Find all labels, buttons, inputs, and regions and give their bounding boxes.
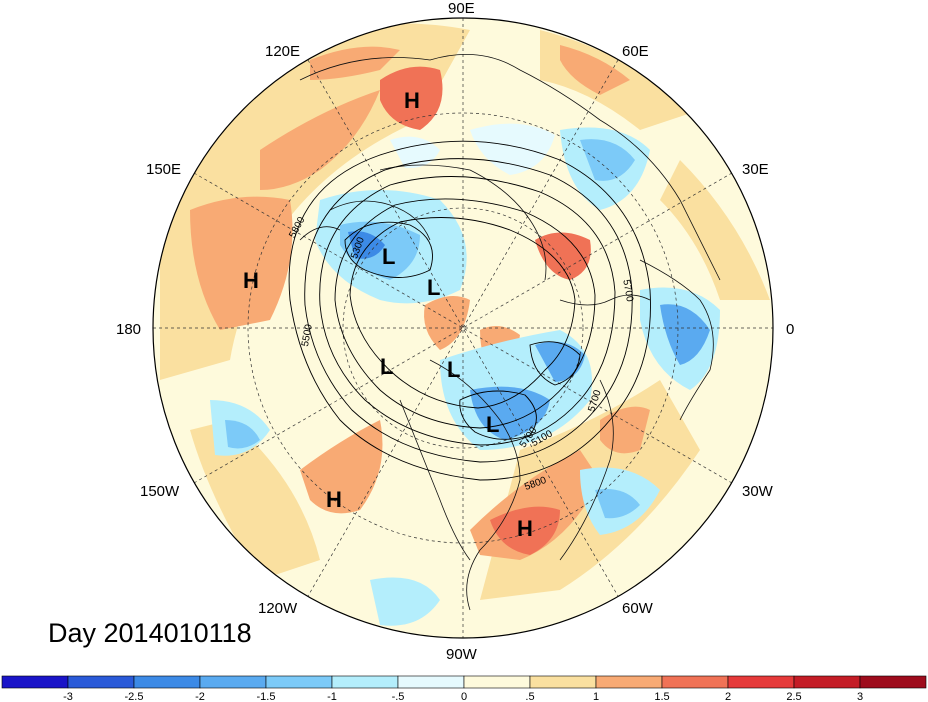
colorbar-swatch bbox=[595, 675, 663, 689]
colorbar-tick-label: -.5 bbox=[392, 691, 405, 702]
colorbar-tick-label: -1.5 bbox=[257, 691, 276, 702]
lon-label-90e: 90E bbox=[448, 0, 475, 17]
colorbar-swatch bbox=[463, 675, 531, 689]
colorbar: -3 -2.5 -2 -1.5 -1 -.5 0 .5 1 1.5 2 2.5 3 bbox=[1, 675, 927, 702]
low-center-marker: L bbox=[427, 275, 440, 300]
anomaly-field bbox=[153, 18, 773, 638]
contour-label: 5700 bbox=[620, 279, 635, 303]
colorbar-tick-labels: -3 -2.5 -2 -1.5 -1 -.5 0 .5 1 1.5 2 2.5 3 bbox=[63, 691, 863, 702]
contour-label: 5500 bbox=[300, 323, 315, 347]
map-boundary bbox=[152, 17, 774, 639]
colorbar-swatch bbox=[331, 675, 399, 689]
colorbar-swatch bbox=[1, 675, 69, 689]
pressure-centers: H H H H L L L L L bbox=[243, 88, 533, 541]
lon-label-90w: 90W bbox=[446, 646, 478, 663]
high-center-marker: H bbox=[243, 268, 259, 293]
high-center-marker: H bbox=[326, 487, 342, 512]
geopotential-contours bbox=[288, 140, 651, 481]
colorbar-tick-label: 3 bbox=[857, 691, 863, 702]
colorbar-swatch bbox=[661, 675, 729, 689]
lon-label-120e: 120E bbox=[265, 43, 300, 60]
colorbar-swatch bbox=[67, 675, 135, 689]
colorbar-swatches bbox=[1, 675, 927, 689]
map-title: Day 2014010118 bbox=[48, 618, 252, 648]
colorbar-tick-label: .5 bbox=[525, 691, 534, 702]
colorbar-tick-label: -2.5 bbox=[125, 691, 144, 702]
colorbar-tick-label: 1 bbox=[593, 691, 599, 702]
colorbar-swatch bbox=[793, 675, 861, 689]
colorbar-swatch bbox=[199, 675, 267, 689]
colorbar-swatch bbox=[529, 675, 597, 689]
lon-label-0: 0 bbox=[786, 321, 794, 338]
low-center-marker: L bbox=[380, 354, 393, 379]
high-center-marker: H bbox=[517, 516, 533, 541]
lon-label-150w: 150W bbox=[140, 483, 180, 500]
colorbar-swatch bbox=[859, 675, 927, 689]
high-center-marker: H bbox=[404, 88, 420, 113]
low-center-marker: L bbox=[486, 412, 499, 437]
colorbar-tick-label: -1 bbox=[327, 691, 337, 702]
low-center-marker: L bbox=[447, 357, 460, 382]
colorbar-tick-label: 2 bbox=[725, 691, 731, 702]
graticule bbox=[153, 18, 773, 638]
colorbar-swatch bbox=[727, 675, 795, 689]
colorbar-tick-label: 0 bbox=[461, 691, 467, 702]
low-center-marker: L bbox=[382, 244, 395, 269]
colorbar-swatch bbox=[133, 675, 201, 689]
lon-label-60w: 60W bbox=[622, 600, 654, 617]
lon-label-60e: 60E bbox=[622, 43, 649, 60]
lon-label-180: 180 bbox=[116, 321, 141, 338]
lon-label-30e: 30E bbox=[742, 161, 769, 178]
colorbar-tick-label: 2.5 bbox=[786, 691, 801, 702]
lon-label-30w: 30W bbox=[742, 483, 774, 500]
colorbar-tick-label: 1.5 bbox=[654, 691, 669, 702]
colorbar-tick-label: -2 bbox=[195, 691, 205, 702]
lon-label-120w: 120W bbox=[258, 600, 298, 617]
polar-map: 5800 5500 5300 5700 5700 5700 5800 5100 … bbox=[116, 0, 794, 663]
colorbar-swatch bbox=[265, 675, 333, 689]
colorbar-tick-label: -3 bbox=[63, 691, 73, 702]
lon-label-150e: 150E bbox=[146, 161, 181, 178]
colorbar-swatch bbox=[397, 675, 465, 689]
longitude-labels: 90E 60E 30E 0 30W 60W 90W 120W 150W 180 … bbox=[116, 0, 794, 663]
